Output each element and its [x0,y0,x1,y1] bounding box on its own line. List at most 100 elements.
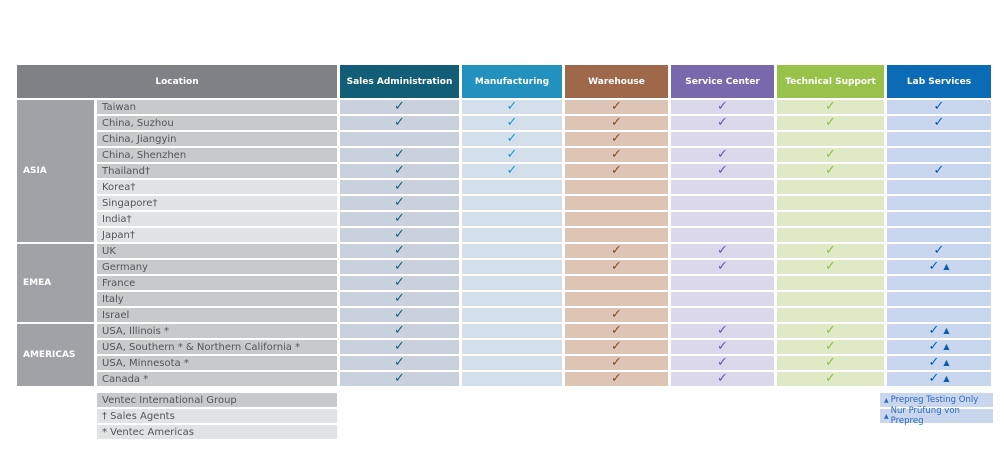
cell-tech: ✓ [777,372,884,386]
cell-tech: ✓ [777,244,884,258]
cell-tech [777,292,884,306]
check-icon: ✓ [825,99,836,114]
cell-mfg [462,324,562,338]
location-name: China, Shenzhen [97,148,337,162]
cell-wh [565,212,668,226]
check-icon: ✓ [825,355,836,370]
cell-wh: ✓ [565,100,668,114]
location-name: Thailand† [97,164,337,178]
cell-svc: ✓ [671,100,774,114]
cell-svc: ✓ [671,324,774,338]
triangle-icon: ▲ [943,374,950,383]
cell-mfg [462,308,562,322]
check-icon: ✓ [506,99,518,114]
check-icon: ✓ [933,99,945,114]
check-icon: ✓ [717,99,728,114]
check-icon: ✓ [928,323,940,338]
triangle-icon: ▲ [884,412,889,420]
location-name: China, Jiangyin [97,132,337,146]
check-icon: ✓ [928,259,940,274]
check-icon: ✓ [825,323,836,338]
check-icon: ✓ [506,131,518,146]
cell-lab: ✓ ▲ [887,372,991,386]
cell-mfg [462,228,562,242]
cell-mfg [462,356,562,370]
legend-group: Ventec International Group [97,393,337,407]
check-icon: ✓ [394,291,405,306]
location-name: Canada * [97,372,337,386]
cell-svc [671,180,774,194]
cell-sales: ✓ [340,116,459,130]
legend-americas: * Ventec Americas [97,425,337,439]
cell-mfg [462,196,562,210]
check-icon: ✓ [394,179,405,194]
cell-wh [565,180,668,194]
cell-mfg [462,276,562,290]
location-name: UK [97,244,337,258]
cell-sales: ✓ [340,180,459,194]
cell-lab [887,276,991,290]
cell-lab [887,148,991,162]
cell-tech [777,196,884,210]
check-icon: ✓ [394,147,405,162]
cell-tech [777,276,884,290]
cell-sales: ✓ [340,324,459,338]
cell-lab [887,180,991,194]
cell-sales: ✓ [340,308,459,322]
cell-svc [671,276,774,290]
location-name: USA, Southern * & Northern California * [97,340,337,354]
check-icon: ✓ [825,259,836,274]
check-icon: ✓ [611,323,622,338]
cell-mfg [462,340,562,354]
check-icon: ✓ [394,115,405,130]
cell-lab: ✓ [887,164,991,178]
cell-sales [340,132,459,146]
cell-tech: ✓ [777,116,884,130]
location-name: USA, Illinois * [97,324,337,338]
header-svc: Service Center [671,65,774,98]
check-icon: ✓ [506,163,518,178]
check-icon: ✓ [717,371,728,386]
cell-mfg [462,244,562,258]
cell-mfg: ✓ [462,100,562,114]
check-icon: ✓ [611,147,622,162]
cell-mfg [462,372,562,386]
cell-wh: ✓ [565,340,668,354]
check-icon: ✓ [611,307,622,322]
check-icon: ✓ [611,163,622,178]
header-tech: Technical Support [777,65,884,98]
check-icon: ✓ [506,147,518,162]
triangle-icon: ▲ [943,358,950,367]
cell-lab: ✓ ▲ [887,260,991,274]
location-name: France [97,276,337,290]
cell-tech: ✓ [777,356,884,370]
header-mfg: Manufacturing [462,65,562,98]
cell-wh: ✓ [565,308,668,322]
cell-wh: ✓ [565,148,668,162]
cell-wh: ✓ [565,132,668,146]
cell-wh: ✓ [565,260,668,274]
check-icon: ✓ [394,323,405,338]
check-icon: ✓ [611,243,622,258]
cell-tech [777,308,884,322]
check-icon: ✓ [825,163,836,178]
cell-wh: ✓ [565,164,668,178]
location-name: Italy [97,292,337,306]
cell-svc: ✓ [671,260,774,274]
check-icon: ✓ [394,195,405,210]
check-icon: ✓ [506,115,518,130]
check-icon: ✓ [394,275,405,290]
check-icon: ✓ [394,371,405,386]
cell-mfg: ✓ [462,132,562,146]
cell-wh [565,196,668,210]
cell-tech: ✓ [777,148,884,162]
check-icon: ✓ [717,339,728,354]
region-asia: ASIA [17,100,94,242]
check-icon: ✓ [717,163,728,178]
cell-svc [671,212,774,226]
cell-mfg [462,180,562,194]
cell-svc [671,308,774,322]
cell-wh [565,228,668,242]
cell-tech [777,180,884,194]
legend-agents: † Sales Agents [97,409,337,423]
